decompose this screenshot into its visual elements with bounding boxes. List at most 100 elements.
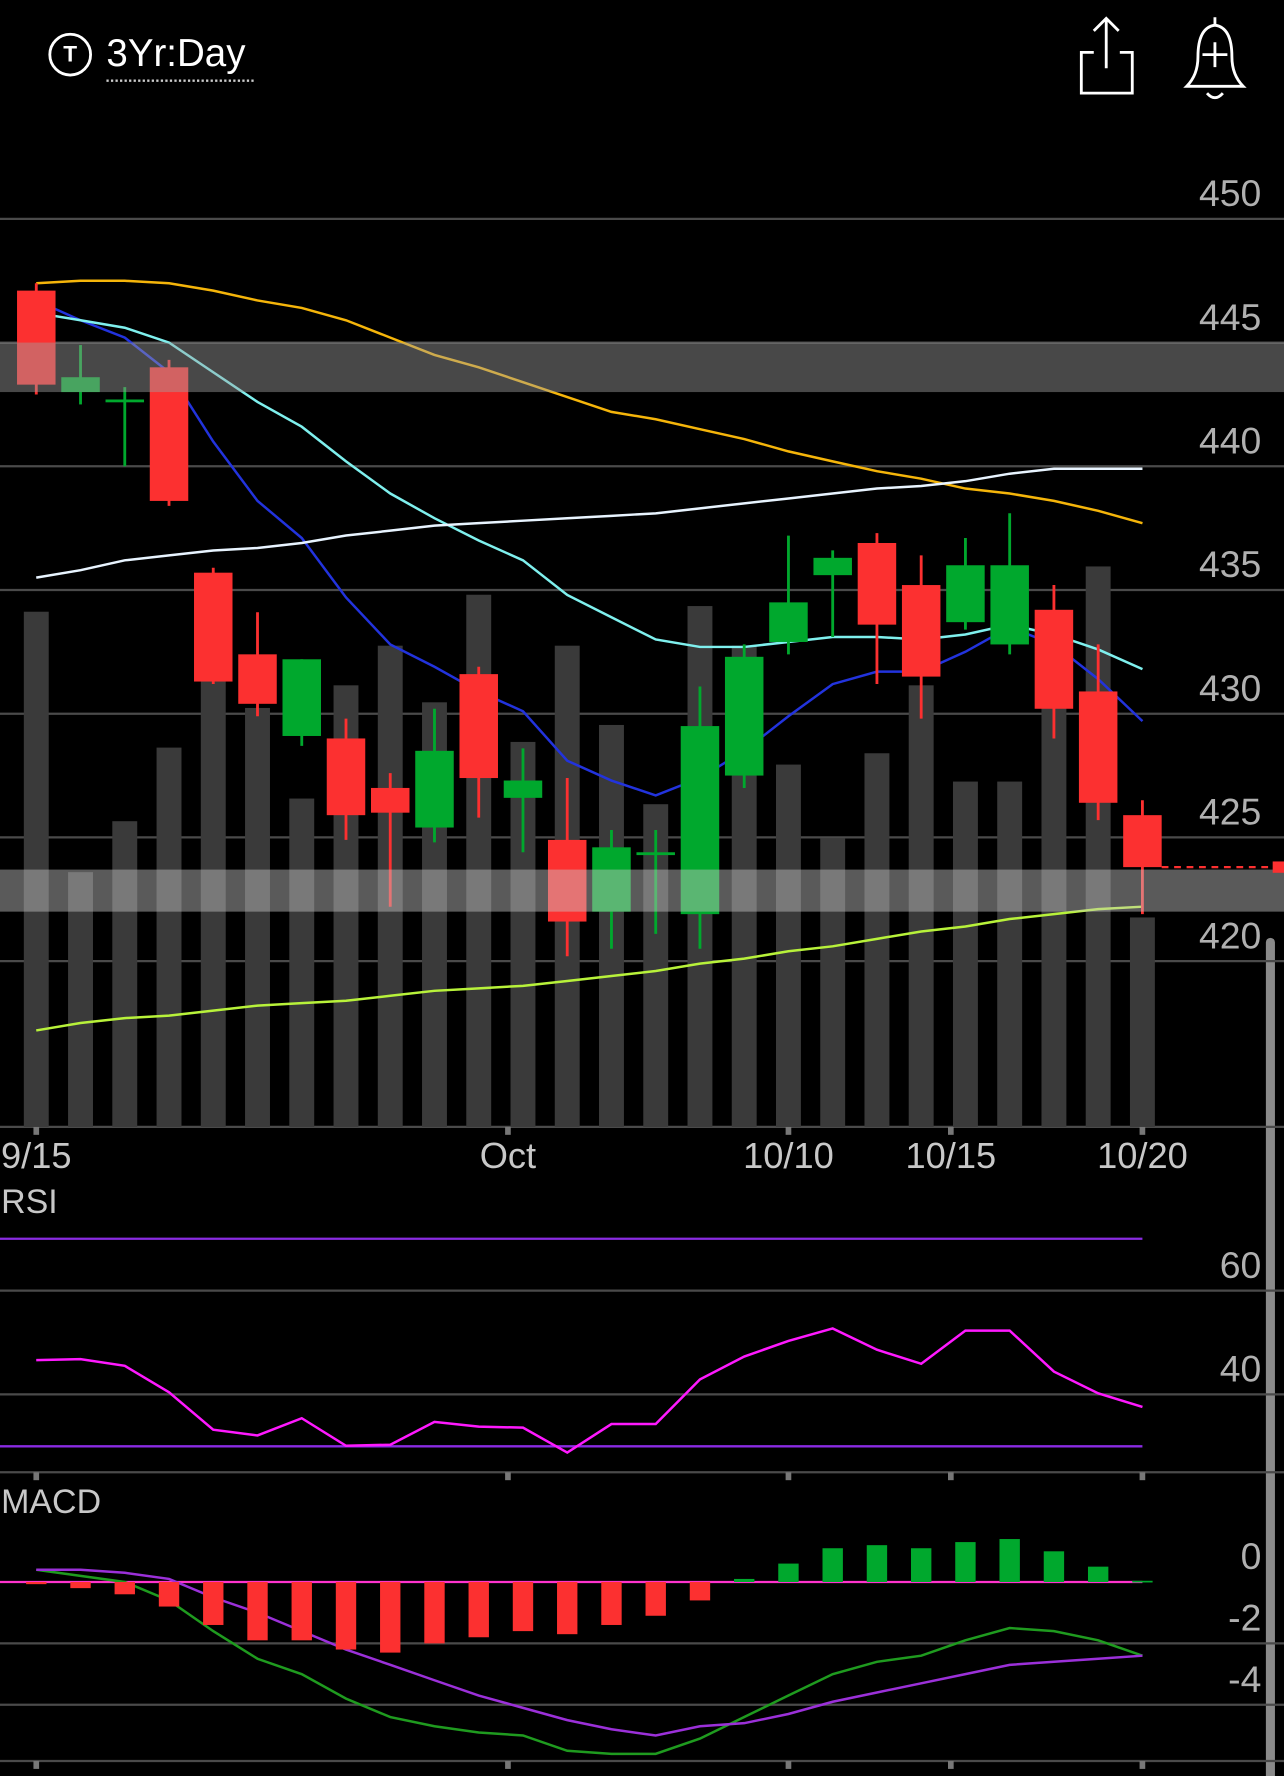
macd-histogram-bar bbox=[158, 1582, 180, 1607]
macd-histogram-bar bbox=[335, 1582, 357, 1650]
candle-body bbox=[17, 290, 56, 385]
header: T 3Yr:Day bbox=[48, 16, 1247, 100]
indicator-line bbox=[35, 299, 1144, 797]
y-tick-label: 440 bbox=[1199, 420, 1261, 462]
bell-details bbox=[1202, 17, 1228, 100]
candle-body bbox=[326, 738, 366, 816]
macd-histogram-bar bbox=[247, 1582, 268, 1641]
candle-body bbox=[680, 726, 720, 915]
y-tick-label: 430 bbox=[1199, 667, 1261, 709]
volume-bar bbox=[775, 764, 801, 1127]
indicator-line bbox=[36, 905, 1143, 1032]
macd-histogram-bar bbox=[645, 1582, 666, 1616]
candle-body bbox=[1123, 815, 1162, 868]
volume-bar bbox=[23, 611, 49, 1127]
macd-histogram-bar bbox=[1043, 1551, 1065, 1583]
y-tick-label: 60 bbox=[1220, 1244, 1262, 1286]
candle-body bbox=[636, 852, 675, 856]
candle-body bbox=[901, 585, 941, 677]
indicator-line bbox=[36, 279, 1143, 525]
share-box bbox=[1079, 50, 1134, 95]
ticker-icon bbox=[48, 32, 92, 77]
y-tick-label: 425 bbox=[1199, 791, 1261, 833]
y-tick-label: 420 bbox=[1199, 914, 1261, 956]
candle-body bbox=[503, 780, 543, 798]
price-zone bbox=[0, 869, 1284, 912]
candle-body bbox=[813, 557, 852, 576]
volume-bar bbox=[245, 707, 270, 1127]
volume-bar bbox=[289, 798, 315, 1127]
macd-histogram-bar bbox=[866, 1545, 888, 1583]
ticker-icon-letter: T bbox=[63, 42, 77, 67]
x-tick-label: 9/15 bbox=[1, 1135, 72, 1176]
candle-body bbox=[946, 565, 985, 623]
y-tick-label: 0 bbox=[1241, 1535, 1262, 1577]
candle-body bbox=[459, 674, 498, 779]
x-tick-label: 10/10 bbox=[743, 1135, 834, 1176]
macd-histogram-bar bbox=[512, 1582, 534, 1632]
macd-histogram-bar bbox=[26, 1582, 47, 1585]
scrollbar bbox=[1265, 937, 1275, 1776]
share-button[interactable] bbox=[1079, 16, 1134, 95]
candle-body bbox=[61, 377, 100, 393]
candle-body bbox=[990, 565, 1029, 645]
volume-bar bbox=[820, 838, 846, 1127]
macd-histogram-bar bbox=[822, 1548, 843, 1583]
volume-bar bbox=[200, 674, 226, 1127]
candle-body bbox=[547, 839, 587, 922]
macd-histogram-bar bbox=[203, 1582, 224, 1625]
candle-body bbox=[370, 787, 410, 813]
candle-body bbox=[238, 654, 277, 704]
candle-body bbox=[1034, 609, 1074, 709]
candle-body bbox=[282, 659, 322, 736]
candle-body bbox=[149, 367, 189, 501]
macd-histogram-bar bbox=[689, 1582, 711, 1601]
macd-histogram-bar bbox=[1132, 1580, 1153, 1583]
macd-histogram-bar bbox=[291, 1582, 312, 1641]
macd-histogram-bar bbox=[999, 1539, 1020, 1583]
timeframe-label: 3Yr:Day bbox=[106, 32, 246, 75]
x-tick-label: 10/15 bbox=[906, 1135, 997, 1176]
indicator-line bbox=[36, 467, 1143, 579]
text-layer: 420 425 430 435 440 445 450 9/15 Oct 10/10 10/15 10… bbox=[1, 172, 1261, 1700]
volume-bar bbox=[952, 781, 978, 1127]
x-tick-label: 10/20 bbox=[1097, 1135, 1188, 1176]
y-tick-label: -4 bbox=[1228, 1658, 1261, 1700]
indicator-line bbox=[36, 311, 1143, 671]
volume-bar bbox=[908, 685, 934, 1127]
y-tick-label: 435 bbox=[1199, 543, 1261, 585]
bell bbox=[1183, 23, 1247, 88]
macd-histogram-bar bbox=[70, 1582, 91, 1589]
candle-body bbox=[592, 847, 631, 912]
macd-histogram-bar bbox=[380, 1582, 401, 1653]
macd-histogram-bar bbox=[778, 1563, 799, 1583]
candle-body bbox=[769, 602, 808, 642]
macd-histogram-bar bbox=[734, 1578, 755, 1583]
timeframe-button[interactable]: T 3Yr:Day bbox=[48, 32, 256, 82]
volume-bar bbox=[112, 821, 138, 1127]
candle-body bbox=[194, 572, 233, 682]
y-tick-label: 40 bbox=[1220, 1348, 1262, 1390]
panel-title: RSI bbox=[1, 1183, 58, 1221]
macd-histogram-bar bbox=[601, 1582, 622, 1625]
candle-body bbox=[857, 542, 897, 625]
candle-body bbox=[1078, 691, 1118, 803]
indicator-line bbox=[36, 1327, 1143, 1455]
macd-histogram-bar bbox=[910, 1548, 932, 1583]
macd-histogram-bar bbox=[1087, 1566, 1109, 1583]
volume-bar bbox=[68, 872, 93, 1127]
indicator-line bbox=[36, 1568, 1143, 1756]
marks-layer bbox=[17, 283, 1162, 1653]
y-tick-label: 445 bbox=[1199, 296, 1261, 338]
alert-button[interactable] bbox=[1183, 17, 1247, 100]
macd-histogram-bar bbox=[114, 1582, 135, 1595]
y-tick-label: -2 bbox=[1228, 1597, 1261, 1639]
volume-bar bbox=[997, 781, 1023, 1127]
price-zone bbox=[0, 342, 1284, 393]
share-arrow bbox=[1092, 16, 1120, 69]
macd-histogram-bar bbox=[424, 1582, 445, 1644]
candle-body bbox=[724, 656, 764, 776]
candle-body bbox=[415, 750, 454, 828]
